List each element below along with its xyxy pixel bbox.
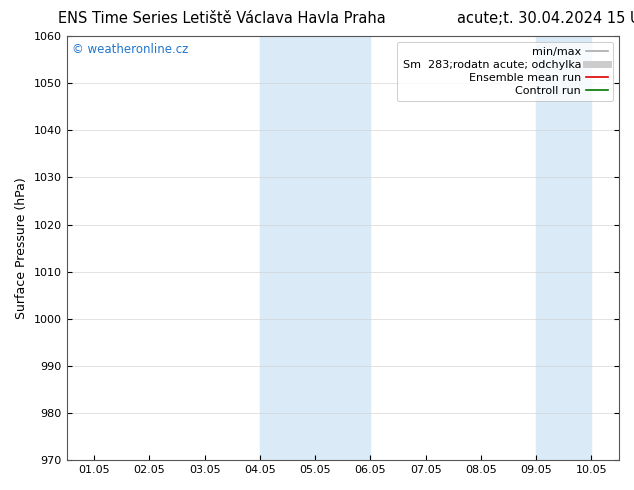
Text: © weatheronline.cz: © weatheronline.cz	[72, 43, 188, 55]
Legend: min/max, Sm  283;rodatn acute; odchylka, Ensemble mean run, Controll run: min/max, Sm 283;rodatn acute; odchylka, …	[397, 42, 614, 101]
Bar	[536, 36, 592, 460]
Bar	[260, 36, 315, 460]
Text: acute;t. 30.04.2024 15 UTC: acute;t. 30.04.2024 15 UTC	[457, 11, 634, 26]
Bar	[315, 36, 370, 460]
Y-axis label: Surface Pressure (hPa): Surface Pressure (hPa)	[15, 177, 28, 319]
Text: ENS Time Series Letiště Václava Havla Praha: ENS Time Series Letiště Václava Havla Pr…	[58, 11, 385, 26]
